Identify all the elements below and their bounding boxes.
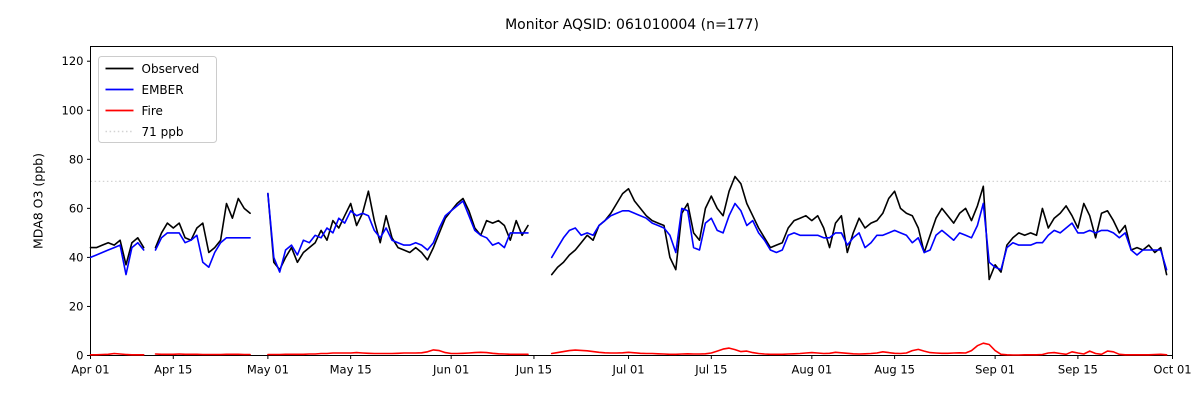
x-tick-label: Jun 15 bbox=[515, 363, 552, 377]
fire-line bbox=[89, 342, 1168, 356]
legend-box bbox=[98, 56, 217, 143]
x-tick-label: Sep 01 bbox=[975, 363, 1015, 377]
x-tick-label: Jul 01 bbox=[611, 363, 644, 377]
legend-label-observed: Observed bbox=[142, 62, 200, 76]
observed-line bbox=[89, 175, 1168, 281]
x-tick-label: Aug 01 bbox=[791, 363, 832, 377]
y-tick-label: 80 bbox=[69, 152, 84, 166]
legend-label-71-ppb: 71 ppb bbox=[142, 125, 184, 139]
chart-title: Monitor AQSID: 061010004 (n=177) bbox=[505, 17, 759, 33]
x-tick-label: May 01 bbox=[247, 363, 289, 377]
y-tick-label: 20 bbox=[69, 299, 84, 313]
legend-label-fire: Fire bbox=[142, 104, 163, 118]
y-tick-label: 120 bbox=[62, 54, 84, 68]
x-tick-label: Jul 15 bbox=[694, 363, 727, 377]
legend-label-ember: EMBER bbox=[142, 83, 184, 97]
x-tick-label: Sep 15 bbox=[1058, 363, 1098, 377]
x-tick-label: May 15 bbox=[330, 363, 372, 377]
y-tick-label: 0 bbox=[76, 349, 83, 363]
ember-line bbox=[89, 192, 1168, 276]
axes-box bbox=[90, 46, 1173, 356]
y-tick-label: 60 bbox=[69, 201, 84, 215]
x-tick-label: Apr 01 bbox=[71, 363, 109, 377]
x-tick-label: Oct 01 bbox=[1153, 363, 1191, 377]
x-tick-label: Apr 15 bbox=[154, 363, 192, 377]
x-tick-label: Jun 01 bbox=[432, 363, 469, 377]
y-tick-label: 100 bbox=[62, 103, 84, 117]
x-tick-label: Aug 15 bbox=[874, 363, 915, 377]
y-tick-label: 40 bbox=[69, 250, 84, 264]
